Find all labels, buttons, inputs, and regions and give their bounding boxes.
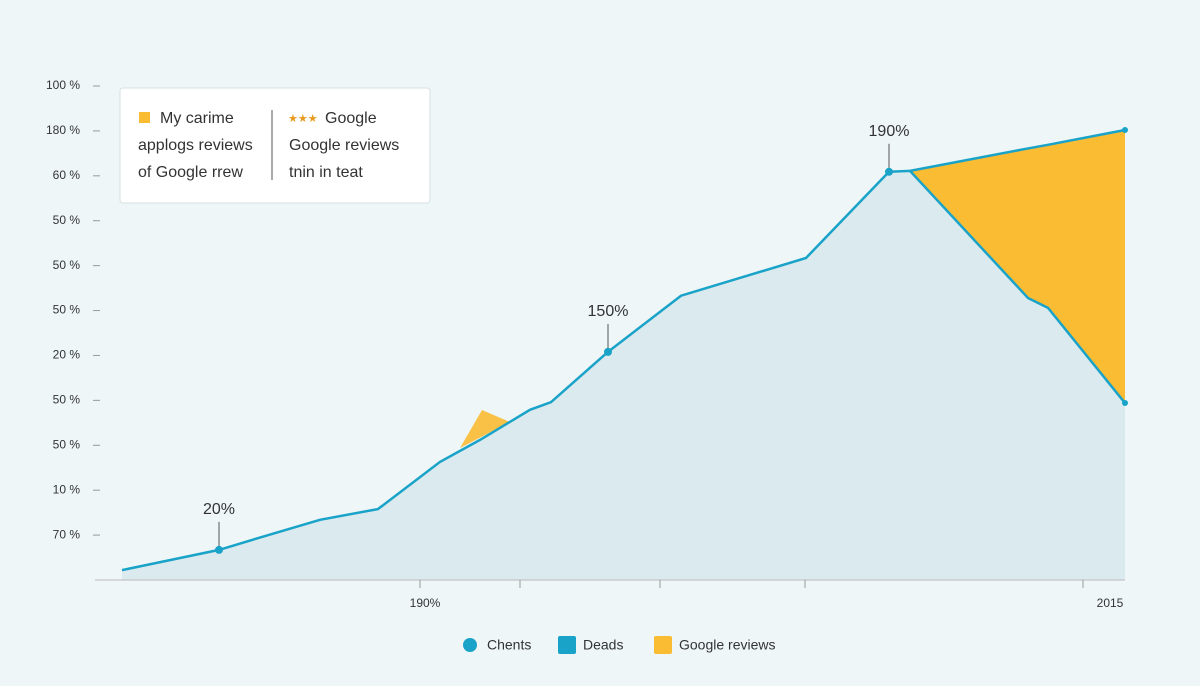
legend-label: Google reviews: [679, 637, 776, 653]
y-tick-label: 100 %: [46, 78, 80, 92]
annotation-label: 150%: [588, 303, 629, 320]
y-tick-label: 50 %: [53, 258, 81, 272]
y-tick-label: 50 %: [53, 393, 81, 407]
decoration: [460, 410, 510, 448]
line: [909, 128, 1126, 173]
legend-marker: [654, 636, 672, 654]
annotation-point: [215, 545, 223, 554]
y-tick-label: 50 %: [53, 303, 81, 317]
y-tick-label: 10 %: [53, 482, 81, 496]
legend-swatch: [139, 112, 150, 123]
legend-box-text: applogs reviews: [138, 137, 253, 154]
y-tick-label: 70 %: [53, 527, 81, 541]
x-tick-label: 2015: [1097, 596, 1124, 610]
legend-box-text: My carime: [160, 110, 234, 127]
legend-label: Chents: [487, 637, 531, 653]
legend-box-text: Google reviews: [289, 137, 399, 154]
annotation-point: [885, 167, 893, 176]
y-tick-label: 50 %: [53, 213, 81, 227]
y-tick-label: 20 %: [53, 348, 81, 362]
point: [1122, 127, 1128, 134]
legend-box: [119, 87, 431, 204]
annotation-point: [604, 347, 612, 356]
y-tick-label: 180 %: [46, 123, 80, 137]
line: [121, 169, 1126, 572]
legend-marker: [558, 636, 576, 654]
legend-marker: [463, 638, 477, 652]
legend-label: Deads: [583, 637, 623, 653]
annotation-label: 20%: [203, 501, 235, 518]
annotation-label: 190%: [869, 123, 910, 140]
point: [1122, 400, 1128, 407]
y-tick-label: 60 %: [53, 168, 81, 182]
legend-box-text: of Google rrew: [138, 164, 243, 181]
y-tick-label: 50 %: [53, 437, 81, 451]
x-tick-label: 190%: [410, 596, 441, 610]
legend-box-stars: ★★★: [288, 113, 318, 125]
area-fill: [122, 170, 1125, 581]
legend-box-text: tnin in teat: [289, 164, 363, 181]
legend-box-text: Google: [325, 110, 377, 127]
